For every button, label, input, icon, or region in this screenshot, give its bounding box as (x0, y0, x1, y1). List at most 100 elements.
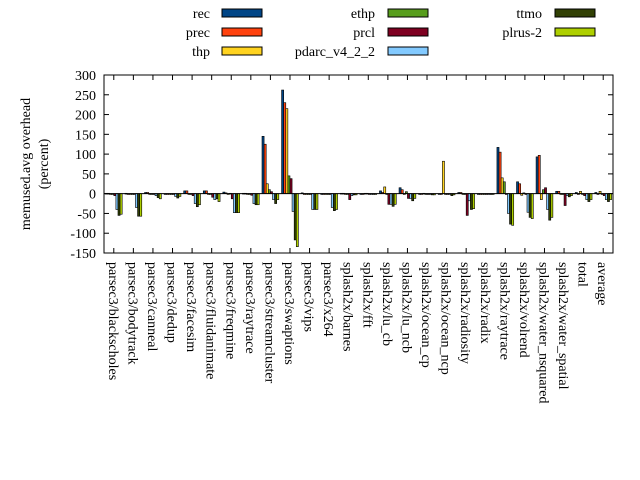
x-tick-label: parsec3/canneal (144, 262, 159, 351)
x-tick-label: splash2x/radix (477, 262, 492, 344)
y-axis-label-line2: (percent) (37, 138, 52, 189)
bar-rec (516, 181, 519, 194)
bar-rec (261, 136, 265, 194)
bar-prcl (465, 193, 469, 216)
bar-ttmo (293, 193, 297, 241)
x-tick-label: parsec3/blackscholes (105, 262, 120, 380)
x-tick-label: parsec3/raytrace (242, 262, 257, 354)
x-tick-label: splash2x/radiosity (457, 262, 472, 364)
x-tick-label: splash2x/lu_ncb (398, 262, 413, 353)
bar-prec (498, 151, 502, 194)
bar-pdarc_v4_2_2 (272, 193, 275, 200)
bar-ttmo (391, 193, 395, 207)
bar-plrus-2 (295, 193, 299, 247)
bar-ethp (268, 189, 271, 194)
y-axis-label-line1: memused.avg overhead (19, 98, 34, 230)
bar-thp (285, 108, 289, 194)
bar-ttmo (235, 193, 238, 213)
bar-ttmo (607, 193, 610, 202)
bar-plrus-2 (511, 193, 515, 226)
bar-rec (281, 89, 284, 194)
y-axis: 300 250 200 150 100 50 0 -50 -100 -150 (70, 69, 613, 262)
bar-ttmo (117, 193, 121, 216)
bar-ttmo (509, 193, 512, 225)
x-tick-label: average (594, 262, 609, 306)
bar-plrus-2 (217, 193, 221, 202)
bar-plrus-2 (335, 193, 338, 210)
bar-pdarc_v4_2_2 (467, 193, 471, 202)
x-tick-label: splash2x/volrend (516, 262, 531, 358)
legend-label: prcl (353, 26, 375, 41)
bar-pdarc_v4_2_2 (213, 193, 217, 200)
bar-prcl (348, 193, 352, 200)
bar-ttmo (313, 193, 317, 210)
bar-plrus-2 (550, 193, 554, 218)
bar-thp (442, 160, 445, 194)
bar-pdarc_v4_2_2 (330, 193, 334, 208)
bar-pdarc_v4_2_2 (546, 193, 549, 210)
y-tick-label: 100 (75, 148, 96, 163)
x-tick-label: splash2x/raytrace (496, 262, 511, 360)
legend-label: plrus-2 (502, 26, 542, 41)
legend-label: ethp (351, 7, 375, 22)
bar-prcl (387, 193, 391, 205)
x-tick-label: splash2x/fft (359, 262, 374, 328)
bar-plrus-2 (413, 193, 417, 199)
bar-plrus-2 (158, 193, 162, 200)
y-tick-label: 50 (82, 168, 96, 183)
legend-label: thp (192, 45, 210, 60)
legend-swatch-prcl (387, 27, 429, 37)
x-tick-label: parsec3/facesim (183, 262, 198, 352)
bar-ttmo (548, 193, 552, 221)
bar-pdarc_v4_2_2 (193, 193, 197, 204)
x-tick-label: parsec3/vips (301, 262, 316, 332)
bar-ethp (287, 175, 291, 194)
bar-prcl (211, 193, 215, 198)
bar-plrus-2 (119, 193, 123, 215)
legend-label: prec (186, 26, 210, 41)
bar-plrus-2 (472, 193, 475, 209)
bar-pdarc_v4_2_2 (389, 193, 393, 205)
x-tick-label: total (575, 262, 590, 287)
bar-pdarc_v4_2_2 (409, 193, 412, 199)
x-tick-label: splash2x/ocean_ncp (438, 262, 453, 375)
y-tick-label: -100 (70, 227, 96, 242)
x-tick-label: parsec3/x264 (320, 262, 335, 337)
bar-prec (263, 143, 267, 194)
bar-prec (283, 102, 287, 194)
bar-ttmo (195, 193, 199, 208)
bar-plrus-2 (237, 193, 240, 213)
bar-ttmo (333, 193, 336, 211)
x-tick-label: splash2x/water_nsquared (535, 262, 550, 404)
bar-ethp (502, 181, 506, 194)
bar-rec (398, 187, 402, 194)
legend-label: ttmo (516, 7, 542, 22)
bar-pdarc_v4_2_2 (585, 193, 589, 200)
y-tick-label: -50 (77, 207, 96, 222)
bar-ttmo (137, 193, 140, 217)
bar-plrus-2 (139, 193, 143, 217)
bar-thp (383, 186, 387, 194)
x-tick-label: parsec3/bodytrack (124, 262, 139, 365)
legend-swatch-thp (221, 46, 263, 56)
y-tick-label: 300 (75, 69, 96, 84)
x-tick-label: parsec3/swaptions (281, 262, 296, 365)
bar-ttmo (470, 193, 473, 210)
bar-plrus-2 (198, 193, 201, 206)
bar-prcl (544, 187, 547, 194)
bar-pdarc_v4_2_2 (311, 193, 315, 210)
legend-swatch-ttmo (554, 8, 596, 18)
bar-prcl (230, 193, 234, 200)
bar-ttmo (176, 193, 180, 199)
y-tick-label: 250 (75, 89, 96, 104)
bar-ttmo (274, 193, 278, 204)
x-tick-label: splash2x/ocean_cp (418, 262, 433, 368)
legend-label: rec (193, 7, 210, 22)
bar-prcl (289, 178, 293, 194)
x-tick-label: parsec3/freqmine (222, 262, 237, 359)
bar-prec (400, 189, 404, 194)
legend-swatch-plrus-2 (554, 27, 596, 37)
x-tick-label: splash2x/barnes (340, 262, 355, 351)
bar-pdarc_v4_2_2 (605, 193, 608, 200)
